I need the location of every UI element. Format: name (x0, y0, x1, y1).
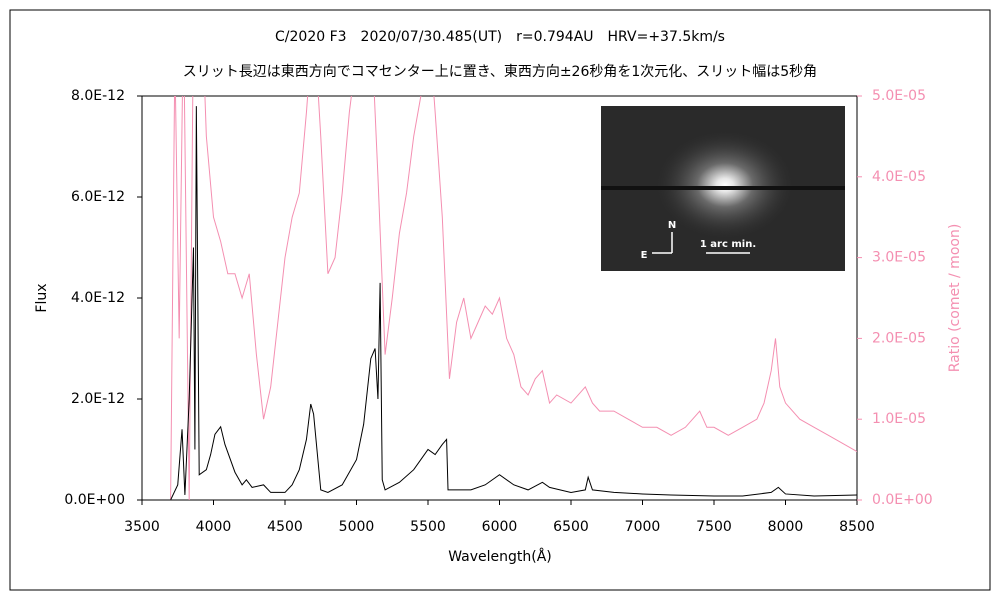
plot-area: 3500 4000 4500 5000 5500 6000 6500 7000 7500 8000… (64, 88, 933, 535)
y-tick-label: 2.0E-12 (71, 391, 125, 407)
inset-image: N E 1 arc min. (601, 106, 845, 271)
x-tick-label: 4000 (196, 519, 232, 535)
x-tick-label: 8500 (839, 519, 875, 535)
scale-label: 1 arc min. (700, 239, 756, 250)
y2-tick-label: 4.0E-05 (872, 169, 926, 185)
series-line (170, 106, 857, 500)
x-tick-label: 6500 (553, 519, 589, 535)
x-axis-label: Wavelength(Å) (448, 548, 552, 565)
x-tick-label: 8000 (768, 519, 804, 535)
east-label: E (641, 250, 648, 261)
x-tick-label: 7000 (625, 519, 661, 535)
x-tick-label: 4500 (267, 519, 303, 535)
chart-title: C/2020 F3 2020/07/30.485(UT) r=0.794AU H… (275, 29, 725, 45)
x-tick-label: 6000 (482, 519, 518, 535)
y2-tick-label: 1.0E-05 (872, 411, 926, 427)
y2-tick-label: 5.0E-05 (872, 88, 926, 104)
y-tick-label: 8.0E-12 (71, 88, 125, 104)
slit (601, 186, 845, 190)
y2-tick-label: 3.0E-05 (872, 250, 926, 266)
y-tick-label: 4.0E-12 (71, 290, 125, 306)
y-tick-label: 0.0E+00 (64, 492, 125, 508)
y-axis-label: Flux (34, 283, 50, 312)
x-tick-label: 7500 (696, 519, 732, 535)
coma (655, 130, 795, 240)
chart-subtitle: スリット長辺は東西方向でコマセンター上に置き、東西方向±26秒角を1次元化、スリ… (183, 64, 817, 80)
x-tick-label: 5000 (339, 519, 375, 535)
y-tick-label: 6.0E-12 (71, 189, 125, 205)
north-label: N (668, 220, 676, 231)
x-tick-label: 3500 (124, 519, 160, 535)
y2-tick-label: 0.0E+00 (872, 492, 933, 508)
series-line (170, 96, 857, 500)
y2-axis-label: Ratio (comet / moon) (947, 224, 963, 373)
x-tick-label: 5500 (410, 519, 446, 535)
y2-tick-label: 2.0E-05 (872, 330, 926, 346)
